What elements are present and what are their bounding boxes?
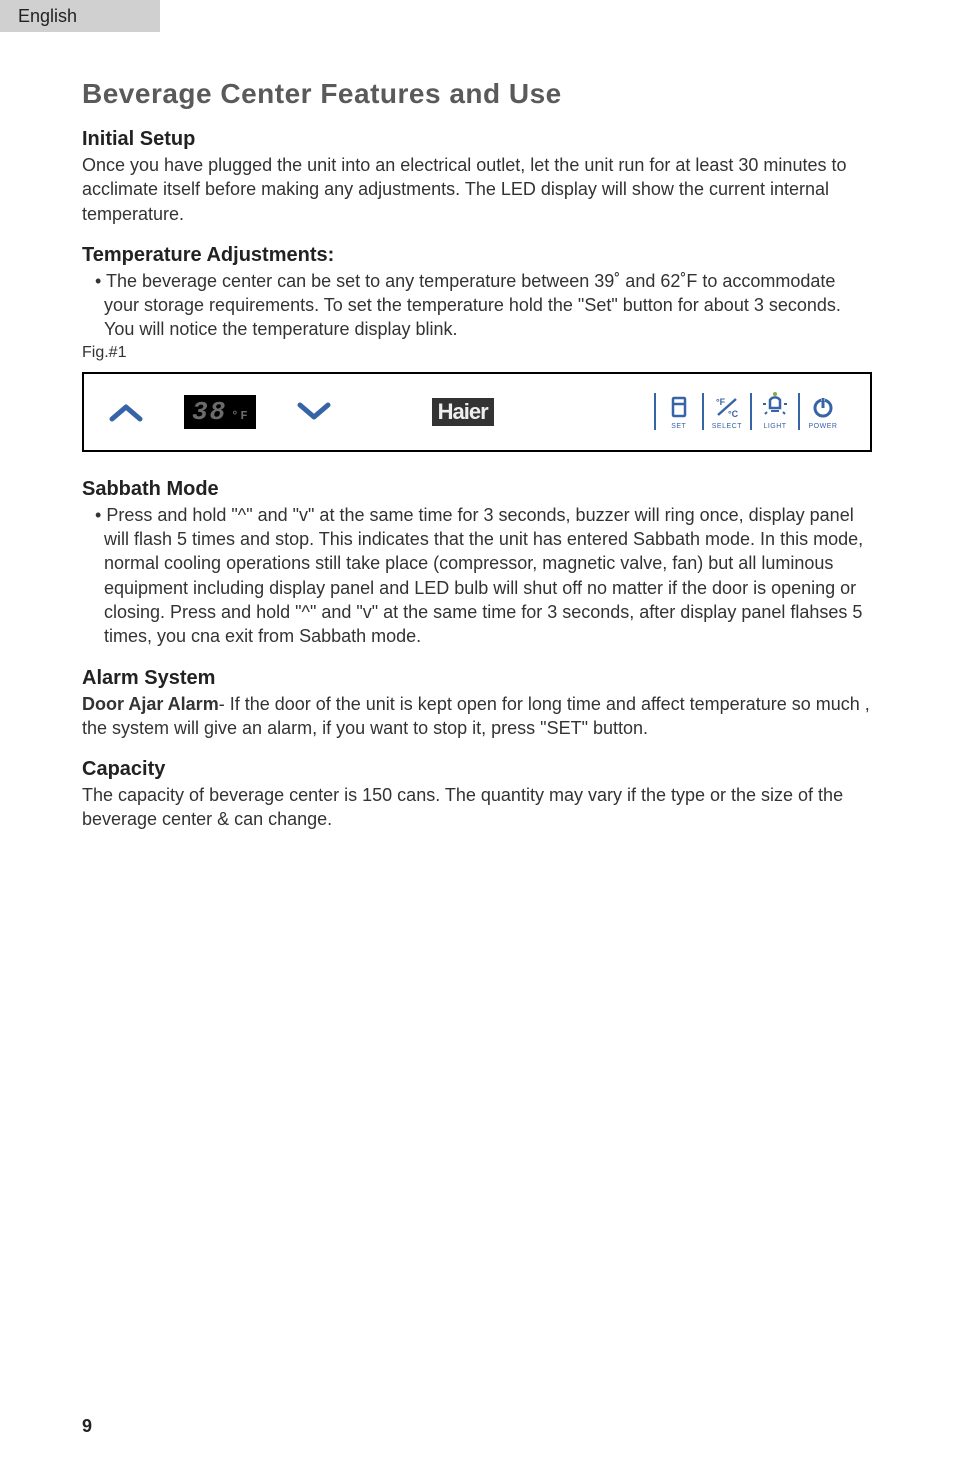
brand-logo: Haier <box>432 398 494 426</box>
bullet-sabbath: Press and hold "^" and "v" at the same t… <box>82 503 872 649</box>
page-title: Beverage Center Features and Use <box>82 78 872 110</box>
power-button: POWER <box>798 393 846 430</box>
heading-initial-setup: Initial Setup <box>82 128 872 151</box>
led-value: 38 <box>192 397 227 427</box>
control-panel-figure: 38 °F Haier SET °F °C <box>82 372 872 452</box>
power-label: POWER <box>809 423 838 430</box>
body-capacity: The capacity of beverage center is 150 c… <box>82 783 872 832</box>
page-number: 9 <box>82 1416 92 1437</box>
led-unit: °F <box>231 409 249 423</box>
figure-label: Fig.#1 <box>82 344 872 362</box>
heading-alarm: Alarm System <box>82 667 872 690</box>
set-button: SET <box>654 393 702 430</box>
chevron-up-icon <box>108 401 144 423</box>
set-icon <box>664 393 694 421</box>
body-alarm: Door Ajar Alarm- If the door of the unit… <box>82 692 872 741</box>
page-content: Beverage Center Features and Use Initial… <box>0 32 954 832</box>
heading-temperature-adjustments: Temperature Adjustments: <box>82 244 872 267</box>
light-label: LIGHT <box>763 423 786 430</box>
chevron-down-icon <box>296 401 332 423</box>
alarm-runin: Door Ajar Alarm <box>82 694 219 714</box>
heading-capacity: Capacity <box>82 758 872 781</box>
svg-text:°C: °C <box>728 409 739 419</box>
panel-buttons: SET °F °C SELECT <box>654 393 846 430</box>
select-icon: °F °C <box>712 393 742 421</box>
bullet-temperature-adjustments: The beverage center can be set to any te… <box>82 269 872 342</box>
select-label: SELECT <box>712 423 742 430</box>
body-initial-setup: Once you have plugged the unit into an e… <box>82 153 872 226</box>
set-label: SET <box>671 423 686 430</box>
light-icon <box>760 393 790 421</box>
select-button: °F °C SELECT <box>702 393 750 430</box>
led-display: 38 °F <box>184 395 256 429</box>
power-icon <box>808 393 838 421</box>
svg-text:°F: °F <box>716 397 726 407</box>
language-tab: English <box>0 0 160 32</box>
light-button: LIGHT <box>750 393 798 430</box>
heading-sabbath: Sabbath Mode <box>82 478 872 501</box>
